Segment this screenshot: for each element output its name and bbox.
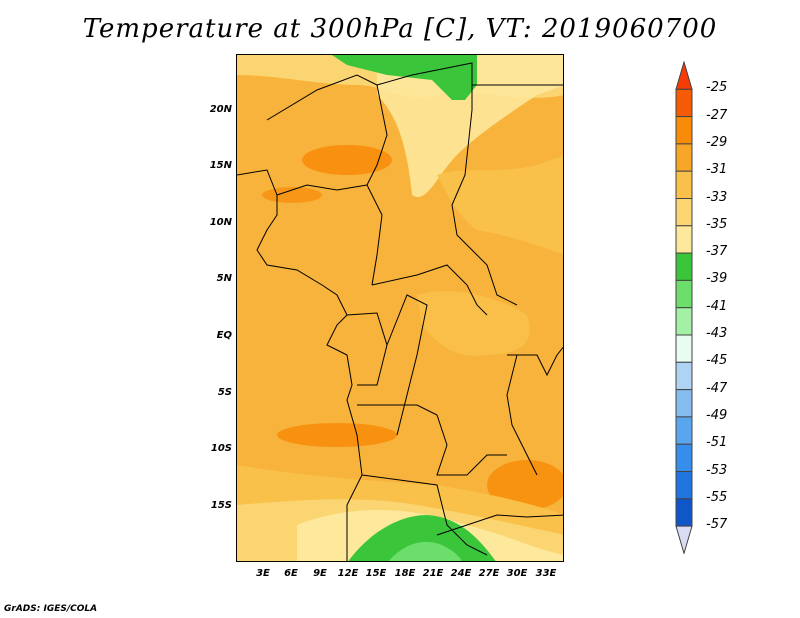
colorbar-top-arrow	[675, 61, 693, 90]
colorbar-segment	[675, 361, 693, 391]
colorbar-segment	[675, 252, 693, 281]
lon-label: 3E	[256, 568, 270, 579]
colorbar-label: -47	[706, 380, 728, 396]
lat-label: 10N	[209, 217, 232, 228]
colorbar-segment	[675, 416, 693, 445]
colorbar-label: -43	[706, 326, 728, 341]
colorbar-label: -25	[706, 80, 728, 96]
lon-label: 30E	[506, 568, 528, 579]
lon-label: 33E	[535, 568, 557, 579]
credit-text: GrADS: IGES/COLA	[4, 604, 98, 614]
colorbar-segment	[675, 443, 693, 473]
colorbar-segment	[675, 279, 693, 309]
colorbar-segment	[675, 307, 693, 336]
colorbar-label: -41	[706, 298, 728, 314]
lat-label: EQ	[216, 330, 232, 341]
colorbar-segment	[675, 389, 693, 418]
colorbar-label: -35	[706, 216, 728, 232]
colorbar-label: -27	[706, 107, 728, 123]
colorbar-label: -51	[706, 435, 728, 451]
map-title: Temperature at 300hPa [C], VT: 201906070…	[82, 14, 718, 44]
colorbar-segment	[675, 498, 693, 527]
temperature-map	[236, 54, 564, 562]
colorbar-label: -33	[706, 189, 728, 205]
colorbar-segment	[675, 143, 693, 172]
lon-label: 6E	[284, 568, 298, 579]
lon-label: 21E	[422, 568, 444, 579]
lon-label: 24E	[450, 568, 472, 579]
colorbar-label: -37	[706, 244, 728, 260]
colorbar-label: -31	[706, 162, 728, 178]
colorbar-label: -39	[706, 271, 728, 287]
colorbar-segment	[675, 198, 693, 227]
colorbar-segment	[675, 116, 693, 145]
lon-label: 9E	[313, 568, 327, 579]
lat-label: 15N	[209, 160, 232, 171]
lat-label: 5S	[217, 387, 232, 398]
colorbar-label: -55	[706, 489, 728, 505]
colorbar-label: -49	[706, 407, 728, 423]
colorbar-label: -57	[706, 517, 728, 533]
colorbar-segment	[675, 334, 693, 363]
lat-label: 20N	[209, 104, 232, 115]
colorbar-label: -29	[706, 134, 728, 150]
lon-label: 12E	[337, 568, 359, 579]
colorbar-bottom-arrow	[675, 525, 693, 555]
colorbar-segment	[675, 225, 693, 254]
colorbar-label: -53	[706, 462, 728, 478]
colorbar-segment	[675, 170, 693, 199]
map-field	[237, 55, 563, 561]
lat-label: 5N	[216, 273, 232, 284]
lon-label: 27E	[478, 568, 500, 579]
colorbar-label: -45	[706, 353, 728, 369]
lat-label: 15S	[210, 500, 232, 511]
lat-label: 10S	[210, 443, 232, 454]
colorbar-segment	[675, 471, 693, 500]
colorbar-segment	[675, 88, 693, 118]
lon-label: 18E	[394, 568, 416, 579]
colorbar-graphic	[675, 61, 693, 555]
lon-label: 15E	[365, 568, 387, 579]
